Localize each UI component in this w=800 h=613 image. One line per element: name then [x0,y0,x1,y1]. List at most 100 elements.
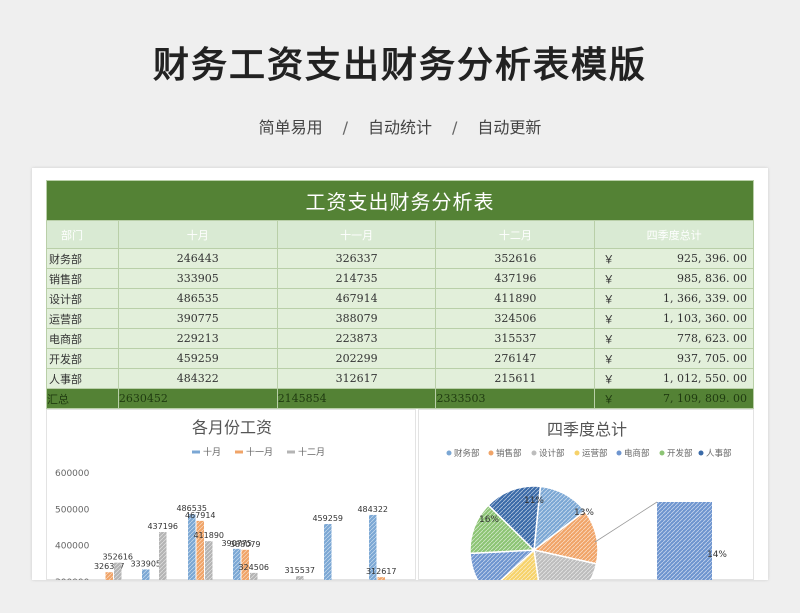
dec-cell: 315537 [435,328,596,349]
table-row: 人事部 484322 312617 215611 ￥ 1, 012, 550. 00 [46,368,754,389]
nov-cell: 388079 [276,308,437,329]
pie-slice [533,549,598,580]
bar-chart-title: 各月份工资 [192,418,272,437]
dec-cell: 215611 [435,368,596,389]
y-tick-label: 300000 [55,578,90,580]
bar-data-label: 390775 [221,539,252,548]
legend-swatch [616,450,622,456]
pie-percent-label: 13% [574,508,594,518]
currency-symbol: ￥ [603,392,615,406]
oct-cell: 390775 [117,308,278,329]
bar [142,569,150,580]
bar-data-label: 467914 [185,511,216,520]
pie-slice [532,510,599,565]
bar [296,576,304,580]
q4-total-cell: ￥ 937, 705. 00 [594,348,754,369]
bar [377,577,385,580]
dept-cell: 人事部 [46,368,119,389]
currency-symbol: ￥ [603,252,615,266]
separator: / [452,118,458,137]
connector-line [594,501,658,543]
bar [250,572,258,580]
pie-chart: 四季度总计 财务部 销售部 设计部 运营部 电商部 开发部 人事部 16% 11% 13% 14% [418,409,754,580]
legend-label: 十一月 [246,446,273,458]
bar-data-label: 411890 [193,531,224,540]
legend-label: 开发部 [667,448,693,459]
nov-cell: 312617 [276,368,437,389]
bar-data-label: 324506 [238,563,269,572]
table-row: 运营部 390775 388079 324506 ￥ 1, 103, 360. 00 [46,308,754,329]
legend-swatch [488,450,494,456]
legend-label: 十月 [203,446,221,458]
q4-total-cell: ￥ 1, 012, 550. 00 [594,368,754,389]
bar-data-label: 315537 [284,566,315,575]
q4-total-value: 1, 012, 550. 00 [663,372,747,385]
oct-cell: 229213 [117,328,278,349]
header-dept: 部门 [46,220,119,249]
legend-label: 运营部 [582,448,608,459]
bar-chart: 各月份工资十月十一月十二月300000400000500000600000246… [46,409,416,580]
q4-total-value: 985, 836. 00 [677,272,747,285]
pie-percent-label: 11% [524,496,544,506]
tag-easy: 简单易用 [258,118,323,137]
oct-cell: 246443 [117,248,278,269]
pie-percent-label: 16% [479,515,499,525]
table-row: 财务部 246443 326337 352616 ￥ 925, 396. 00 [46,248,754,269]
oct-cell: 459259 [117,348,278,369]
nov-cell: 467914 [276,288,437,309]
y-tick-label: 400000 [55,542,90,552]
bar [114,562,122,580]
nov-cell: 223873 [276,328,437,349]
bar-data-label: 437196 [147,522,178,531]
q4-total-cell: ￥ 778, 623. 00 [594,328,754,349]
table-row: 设计部 486535 467914 411890 ￥ 1, 366, 339. 00 [46,288,754,309]
y-tick-label: 600000 [55,469,90,479]
legend-label: 电商部 [624,448,650,459]
y-tick-label: 500000 [55,505,90,515]
page-title: 财务工资支出财务分析表模版 [152,45,647,86]
bar-data-label: 486535 [176,504,207,513]
separator: / [342,118,348,137]
total-q4-value: 7, 109, 809. 00 [663,392,747,405]
currency-symbol: ￥ [603,292,615,306]
legend-label: 财务部 [454,448,480,459]
legend-label: 十二月 [298,446,325,458]
oct-cell: 333905 [117,268,278,289]
total-oct: 2630452 [117,388,278,409]
total-q4: ￥ 7, 109, 809. 00 [594,388,754,409]
bar [196,520,204,580]
table-banner: 工资支出财务分析表 [46,180,754,221]
legend-label: 设计部 [539,448,565,459]
total-nov: 2145854 [276,388,437,409]
dept-cell: 开发部 [46,348,119,369]
header-q4-total: 四季度总计 [594,220,754,249]
dept-cell: 电商部 [46,328,119,349]
currency-symbol: ￥ [603,272,615,286]
dept-cell: 运营部 [46,308,119,329]
oct-cell: 484322 [117,368,278,389]
q4-total-cell: ￥ 1, 103, 360. 00 [594,308,754,329]
bar [369,514,377,580]
bar-data-label: 388079 [230,540,261,549]
table-row: 开发部 459259 202299 276147 ￥ 937, 705. 00 [46,348,754,369]
bar-data-label: 326337 [94,562,125,571]
bar [188,514,196,580]
q4-total-value: 1, 366, 339. 00 [663,292,747,305]
bar [105,572,113,580]
header-nov: 十一月 [276,220,437,249]
bar [233,548,241,580]
dec-cell: 324506 [435,308,596,329]
legend-label: 销售部 [496,448,522,459]
pie-percent-label: 14% [707,550,727,560]
bar-data-label: 459259 [312,514,343,523]
dec-cell: 437196 [435,268,596,289]
legend-swatch [446,450,452,456]
bar-data-label: 352616 [102,553,133,562]
total-dec: 2333503 [435,388,596,409]
bar [205,541,213,580]
legend-swatch [698,450,704,456]
tag-auto-count: 自动统计 [367,118,432,137]
legend-swatch [531,450,537,456]
pie-chart-title: 四季度总计 [547,420,627,439]
